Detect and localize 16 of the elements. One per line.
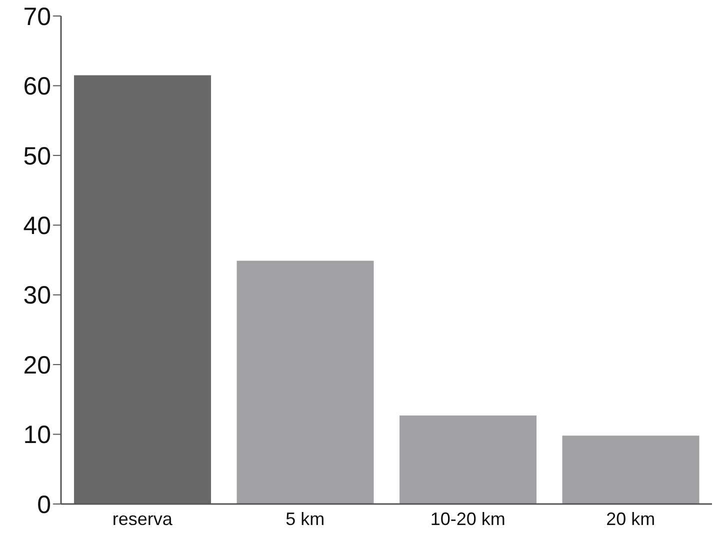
x-tick-label: 20 km	[606, 508, 656, 529]
y-tick-label: 70	[23, 2, 51, 31]
y-tick-label: 60	[23, 72, 51, 101]
y-tick-label: 10	[23, 421, 51, 450]
y-tick-label: 40	[23, 212, 51, 240]
x-tick-label: reserva	[112, 508, 174, 529]
x-tick-label: 10-20 km	[430, 508, 506, 529]
y-tick-label: 30	[23, 282, 51, 310]
bar	[562, 436, 700, 504]
x-tick-label: 5 km	[286, 508, 325, 529]
y-tick-label: 50	[23, 142, 51, 170]
y-tick-label: 20	[23, 351, 51, 380]
bar	[400, 415, 537, 504]
bar	[236, 260, 374, 504]
y-tick-label: 0	[37, 490, 51, 519]
bar	[74, 75, 212, 504]
